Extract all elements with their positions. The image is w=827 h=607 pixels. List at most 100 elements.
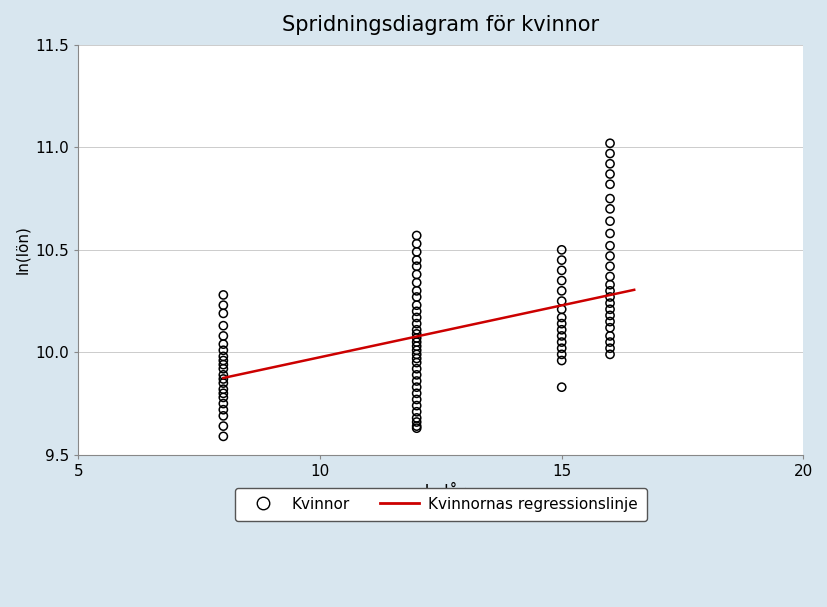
Point [217,300,230,310]
Point [409,278,423,288]
Point [409,388,423,398]
Title: Spridningsdiagram för kvinnor: Spridningsdiagram för kvinnor [282,15,599,35]
Point [409,358,423,367]
Point [409,333,423,343]
Point [409,423,423,433]
Point [603,241,616,251]
Point [409,292,423,302]
Point [603,331,616,341]
Point [409,382,423,392]
Point [217,360,230,370]
Point [554,356,567,365]
Point [603,180,616,189]
Legend: Kvinnor, Kvinnornas regressionslinje: Kvinnor, Kvinnornas regressionslinje [235,487,646,521]
Point [603,317,616,327]
Point [409,239,423,248]
Point [409,337,423,347]
Y-axis label: ln(lön): ln(lön) [15,225,30,274]
Point [409,407,423,416]
Point [603,138,616,148]
Point [603,149,616,158]
Point [409,307,423,316]
Point [603,262,616,271]
Point [603,344,616,353]
Point [409,345,423,355]
Point [409,255,423,265]
Point [217,405,230,415]
Point [603,311,616,320]
Point [554,331,567,341]
Point [217,384,230,394]
Point [603,229,616,239]
Point [409,370,423,380]
Point [409,341,423,351]
Point [409,417,423,427]
Point [409,395,423,404]
Point [554,265,567,275]
Point [554,255,567,265]
Point [554,305,567,314]
Point [603,204,616,214]
Point [603,298,616,308]
Point [603,350,616,359]
Point [603,286,616,296]
Point [554,382,567,392]
Point [409,413,423,422]
Point [409,231,423,240]
Point [554,337,567,347]
Point [554,296,567,306]
Point [603,305,616,314]
Point [217,339,230,349]
Point [603,323,616,333]
Point [409,421,423,431]
Point [217,290,230,300]
Point [603,272,616,282]
Point [554,286,567,296]
Point [554,344,567,353]
Point [554,313,567,322]
Point [217,308,230,318]
Point [409,401,423,410]
Point [217,399,230,409]
Point [217,364,230,373]
Point [603,251,616,261]
Point [217,432,230,441]
Point [217,321,230,331]
Point [554,319,567,328]
Point [409,376,423,386]
Point [603,337,616,347]
Point [217,378,230,388]
Point [409,247,423,257]
Point [409,262,423,271]
Point [409,313,423,322]
Point [217,374,230,384]
Point [603,280,616,290]
Point [409,270,423,279]
Point [217,345,230,355]
Point [603,194,616,203]
Point [217,421,230,431]
Point [554,350,567,359]
Point [217,388,230,398]
Point [603,169,616,179]
Point [217,370,230,380]
Point [409,319,423,328]
Point [554,325,567,334]
Point [409,329,423,339]
Point [217,351,230,361]
Point [554,276,567,285]
Point [217,331,230,341]
Point [603,216,616,226]
Point [409,300,423,310]
Point [409,364,423,373]
Point [217,411,230,421]
Point [409,325,423,334]
Point [603,292,616,302]
Point [409,354,423,364]
Point [554,245,567,255]
Point [409,350,423,359]
X-axis label: skolår: skolår [415,484,465,503]
Point [217,356,230,365]
Point [409,286,423,296]
Point [217,393,230,402]
